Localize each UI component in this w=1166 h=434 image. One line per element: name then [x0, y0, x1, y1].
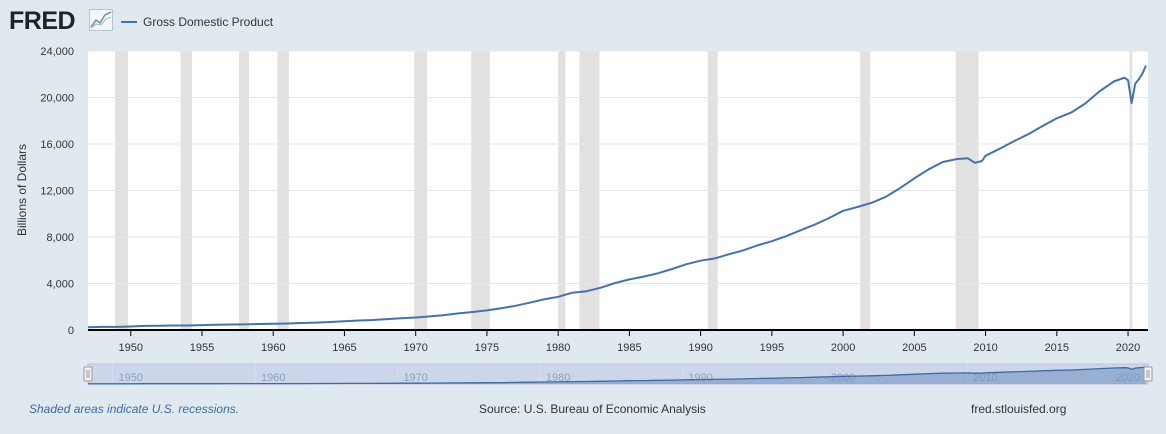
x-tick-label: 1950 [118, 342, 142, 354]
navigator-tick-label: 1980 [546, 372, 570, 384]
chart-header: FRED Gross Domestic Product [0, 0, 1166, 44]
recession-note: Shaded areas indicate U.S. recessions. [29, 402, 240, 416]
x-tick-label: 1990 [688, 342, 712, 354]
x-tick-label: 2005 [902, 342, 926, 354]
drag-handle-icon[interactable] [83, 366, 93, 382]
navigator-tick-label: 1960 [261, 372, 285, 384]
y-tick-label: 24,000 [40, 46, 74, 58]
x-tick-label: 1965 [332, 342, 356, 354]
x-tick-label: 1960 [261, 342, 285, 354]
gdp-series-line[interactable] [87, 65, 1147, 329]
drag-handle-icon[interactable] [1143, 366, 1153, 382]
x-tick-label: 2010 [973, 342, 997, 354]
x-tick-label: 1955 [190, 342, 214, 354]
navigator-series-area [88, 366, 1146, 384]
y-axis-label: Billions of Dollars [15, 144, 29, 236]
y-tick-label: 20,000 [40, 93, 74, 105]
source-credit: Source: U.S. Bureau of Economic Analysis [479, 402, 706, 416]
x-tick-label: 2015 [1045, 342, 1069, 354]
x-tick-label: 1980 [546, 342, 570, 354]
site-link[interactable]: fred.stlouisfed.org [971, 402, 1067, 416]
line-graph-icon [89, 9, 113, 31]
chart-legend[interactable]: Gross Domestic Product [121, 12, 273, 32]
x-tick-label: 1970 [403, 342, 427, 354]
x-tick-label: 1995 [760, 342, 784, 354]
legend-label: Gross Domestic Product [143, 15, 274, 29]
x-tick-label: 2020 [1116, 342, 1140, 354]
navigator-tick-label: 1950 [118, 372, 142, 384]
navigator-series-line [88, 366, 1147, 385]
y-tick-label: 8,000 [46, 232, 74, 244]
x-tick-label: 2000 [831, 342, 855, 354]
x-tick-label: 1975 [475, 342, 499, 354]
navigator-handle-right[interactable] [1143, 366, 1153, 382]
legend-swatch [121, 21, 137, 23]
y-tick-label: 4,000 [46, 279, 74, 291]
y-tick-label: 0 [68, 325, 74, 337]
x-tick-label: 1985 [617, 342, 641, 354]
navigator-handle-left[interactable] [83, 366, 93, 382]
y-tick-label: 12,000 [40, 186, 74, 198]
y-tick-label: 16,000 [40, 139, 74, 151]
fred-logo[interactable]: FRED [9, 7, 76, 35]
navigator-tick-label: 1970 [403, 372, 427, 384]
